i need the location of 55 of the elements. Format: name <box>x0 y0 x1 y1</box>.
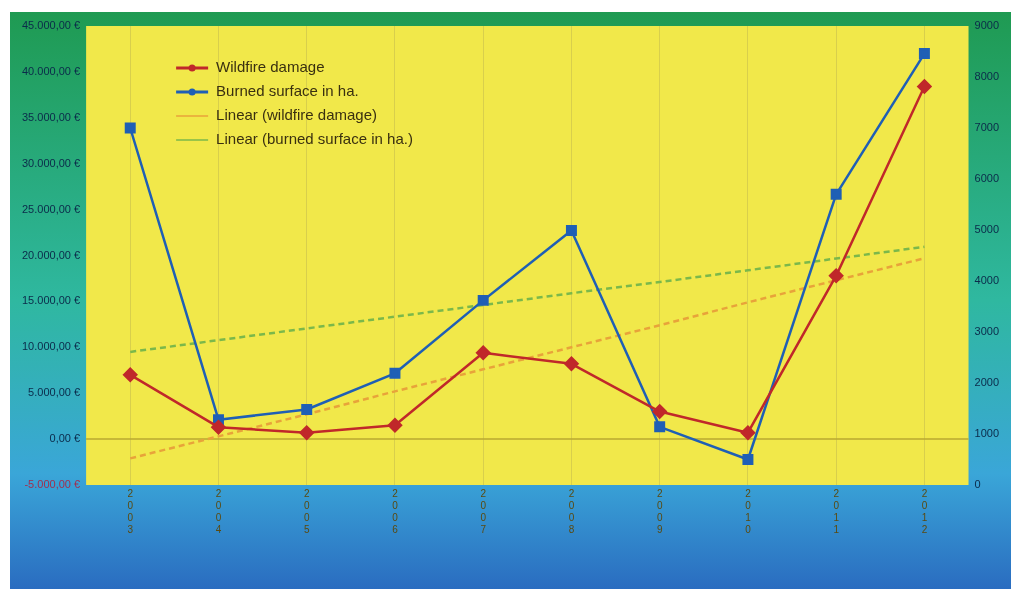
point <box>211 419 226 435</box>
y-tick-label: 0,00 € <box>49 432 81 445</box>
y2-tick-label: 4000 <box>974 274 1000 287</box>
y-tick-label: 5.000,00 € <box>28 386 81 399</box>
y2-tick-label: 6000 <box>974 172 1000 185</box>
point <box>742 454 754 465</box>
point <box>301 404 313 416</box>
x-tick-label: 2010 <box>745 487 752 535</box>
y2-tick-label: 9000 <box>974 19 1000 32</box>
legend-label: Linear (burned surface in ha.) <box>216 130 413 148</box>
legend-label: Linear (wildfire damage) <box>216 106 378 124</box>
point <box>565 225 577 236</box>
x-tick-label: 2004 <box>215 487 222 535</box>
y-tick-label: 30.000,00 € <box>21 156 81 169</box>
y-tick-label: 45.000,00 € <box>21 19 81 32</box>
y2-tick-label: 1000 <box>974 427 1000 440</box>
x-tick-label: 2006 <box>392 487 399 535</box>
point <box>389 367 401 379</box>
point <box>652 404 667 419</box>
y2-tick-label: 2000 <box>974 376 1000 389</box>
x-tick-label: 2012 <box>921 487 928 535</box>
line-series <box>128 245 926 354</box>
point <box>564 356 579 372</box>
point <box>828 268 844 283</box>
point <box>918 48 930 60</box>
legend-label: Wildfire damage <box>216 58 325 76</box>
point <box>122 367 138 383</box>
y2-tick-label: 8000 <box>974 70 1000 83</box>
y-tick-label: 15.000,00 € <box>21 294 81 307</box>
y2-tick-label: 5000 <box>974 223 1000 236</box>
point <box>830 188 842 200</box>
x-tick-label: 2005 <box>303 487 310 535</box>
y-tick-label: 35.000,00 € <box>21 110 81 123</box>
point <box>387 418 403 433</box>
x-tick-label: 2003 <box>127 487 134 535</box>
y2-tick-label: 0 <box>974 478 981 491</box>
y2-tick-label: 3000 <box>974 325 1000 338</box>
point <box>917 79 932 94</box>
point <box>477 294 489 306</box>
legend-label: Burned surface in ha. <box>216 82 359 100</box>
x-tick-label: 2009 <box>656 487 663 535</box>
point <box>124 122 136 134</box>
y-tick-label: 25.000,00 € <box>21 202 81 215</box>
x-tick-label: 2007 <box>480 487 487 535</box>
x-tick-label: 2011 <box>833 487 840 535</box>
y-tick-label: 40.000,00 € <box>21 64 81 77</box>
point <box>654 421 666 433</box>
x-tick-label: 2008 <box>568 487 575 535</box>
point <box>299 425 314 440</box>
y-tick-label: -5.000,00 € <box>24 478 81 491</box>
y2-tick-label: 7000 <box>974 121 1000 134</box>
point <box>740 425 756 440</box>
y-tick-label: 20.000,00 € <box>21 248 81 261</box>
point <box>475 345 491 361</box>
y-tick-label: 10.000,00 € <box>21 340 81 353</box>
